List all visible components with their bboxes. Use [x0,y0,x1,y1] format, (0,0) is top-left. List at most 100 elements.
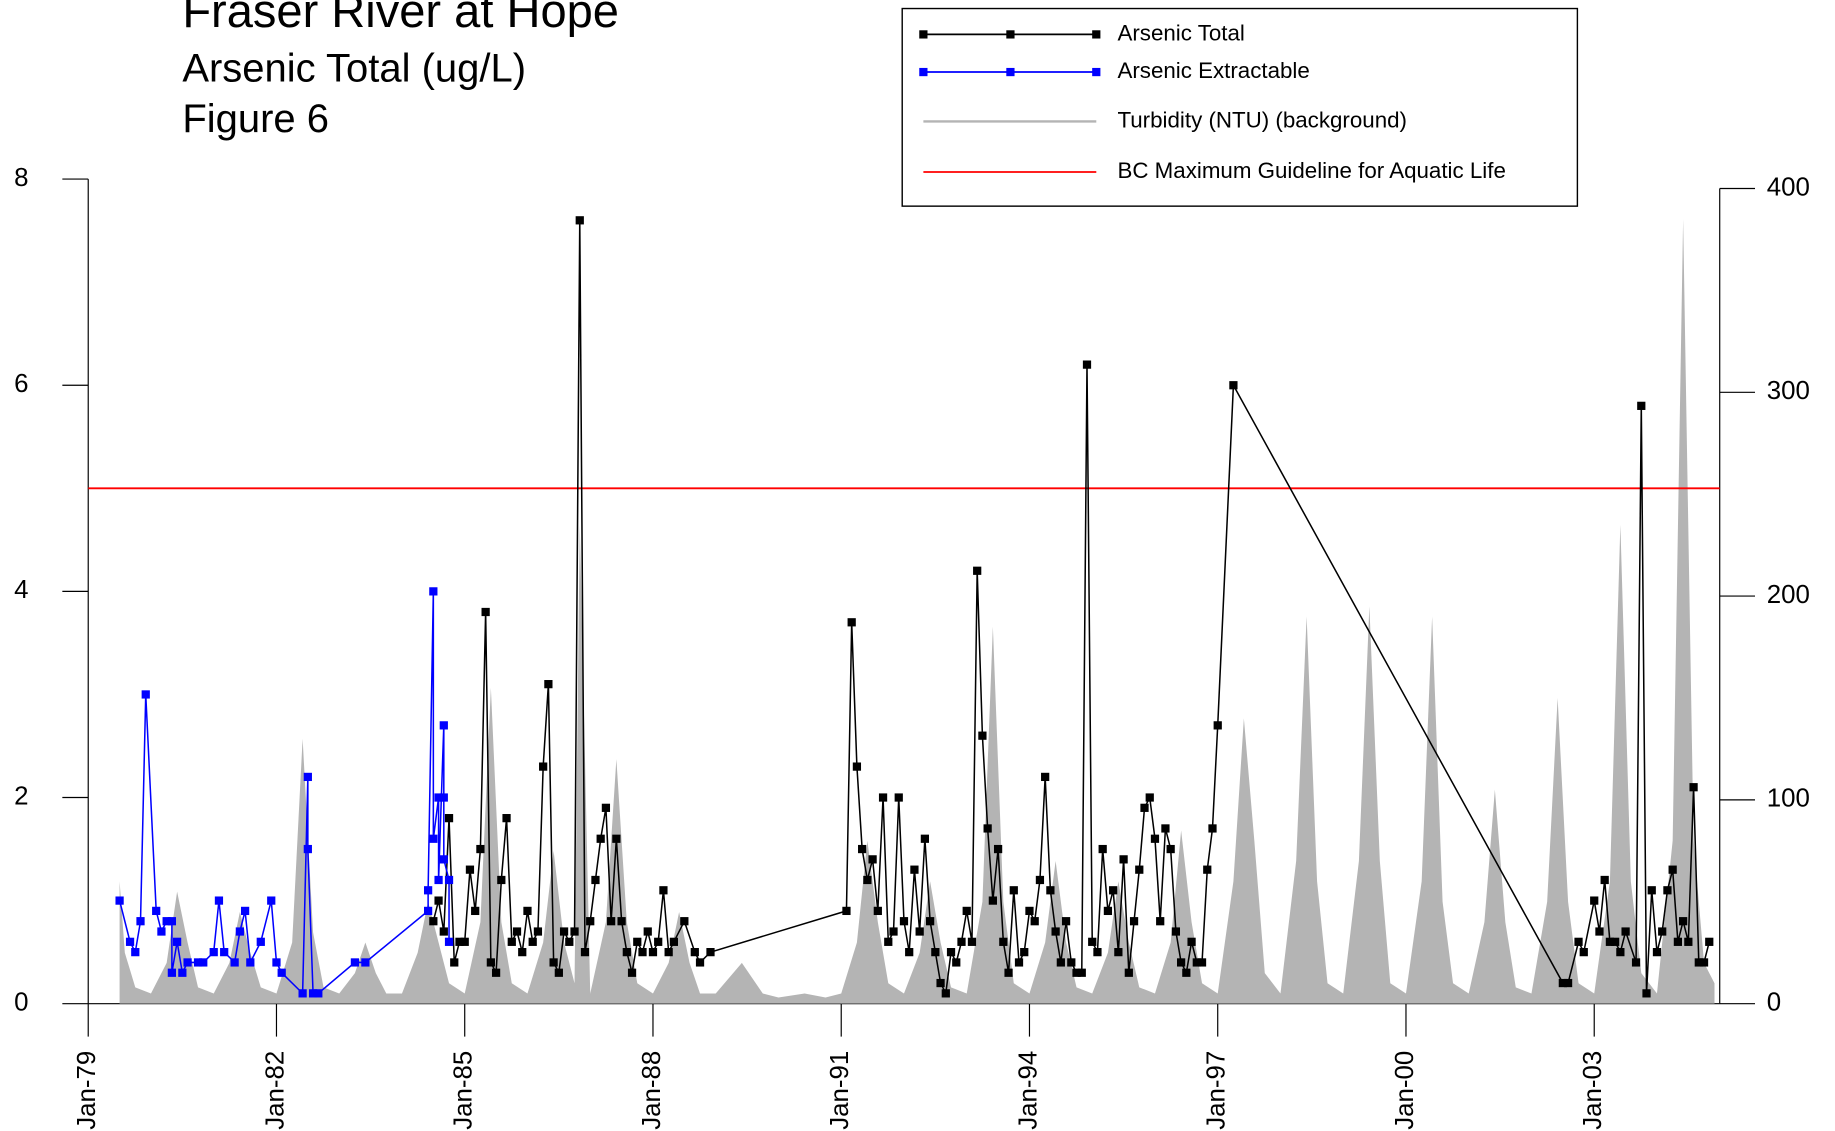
series-marker [1088,937,1097,946]
series-marker [596,834,605,843]
legend-marker [1006,67,1015,77]
x-tick-label: Jan-79 [73,1051,101,1130]
series-marker [999,937,1008,946]
series-marker [1150,834,1160,843]
series-marker [1616,948,1625,957]
series-marker [1145,793,1154,802]
series-marker [1579,948,1588,957]
series-marker [669,937,679,946]
series-marker [272,958,281,967]
series-marker [591,875,600,885]
series-marker [183,958,192,967]
series-marker [988,896,997,905]
series-marker [131,948,140,957]
series-marker [429,917,438,926]
y-tick-label: 4 [14,576,28,604]
series-marker [1161,824,1170,833]
series-marker [664,948,673,957]
series-marker [491,968,501,977]
series-marker [863,875,872,885]
x-tick-label: Jan-97 [1203,1051,1231,1130]
series-marker [246,958,255,967]
series-marker [240,906,250,916]
series-marker [1673,937,1683,946]
series-marker [889,927,898,936]
series-marker [852,762,862,771]
series-marker [136,917,145,926]
series-marker [523,906,532,916]
series-marker [1103,906,1113,916]
x-tick-label: Jan-00 [1391,1051,1419,1130]
series-marker [926,917,935,926]
series-marker [518,948,527,957]
series-marker [455,937,464,946]
series-marker [1192,958,1201,967]
series-marker [465,865,475,874]
series-marker [303,772,312,782]
series-marker [1114,948,1123,957]
series-marker [439,721,448,730]
series-marker [1098,844,1107,854]
series-marker [1652,948,1662,957]
series-marker [1072,968,1081,977]
series-marker [1611,937,1620,946]
series-marker [1668,865,1677,874]
legend-box [901,7,1579,207]
series-marker [894,793,903,802]
legend-entry: BC Maximum Guideline for Aquatic Life [923,158,1506,183]
series-marker [1004,968,1013,977]
series-marker [936,978,945,988]
y2-tick-label: 0 [1767,988,1781,1016]
series-marker [1020,948,1029,957]
series-marker [962,906,971,916]
legend-entry: Turbidity (NTU) (background) [923,107,1407,132]
series-marker [1025,906,1034,916]
series-marker [1558,978,1567,988]
x-tick-label: Jan-88 [638,1051,666,1130]
series-marker [444,875,454,885]
series-marker [633,937,642,946]
series-marker [847,618,856,627]
series-marker [1187,937,1196,946]
series-marker [209,948,218,957]
series-marker [622,948,631,957]
series-marker [512,927,522,936]
series-marker [612,834,621,843]
series-marker [1208,824,1217,833]
series-marker [481,607,490,617]
series-marker [439,855,448,864]
y2-tick-label: 300 [1767,377,1810,405]
series-marker [1067,958,1076,967]
series-marker [1213,721,1222,730]
x-tick-label: Jan-91 [826,1051,854,1130]
series-marker [1041,772,1050,782]
series-marker [450,958,459,967]
series-marker [1642,989,1651,998]
series-marker [878,793,888,802]
series-marker [905,948,914,957]
legend-marker [919,30,928,39]
series-marker [444,814,454,823]
series-marker [230,958,239,967]
series-marker [1182,968,1191,977]
series-marker [920,834,930,843]
series-marker [1051,927,1060,936]
x-tick-label: Jan-82 [261,1051,289,1130]
series-marker [643,927,652,936]
series-marker [533,927,543,936]
series-marker [967,937,977,946]
turbidity-area [119,219,1715,1004]
series-line [432,220,1711,996]
series-marker [910,865,919,874]
series-marker [1056,958,1065,967]
legend-marker [1092,30,1101,39]
series-marker [1082,360,1092,369]
series-marker [1574,937,1583,946]
series-marker [1009,886,1018,895]
series-marker [1694,958,1703,967]
y2-tick-label: 200 [1767,581,1810,609]
legend-label: Arsenic Total [1117,20,1244,45]
legend-label: BC Maximum Guideline for Aquatic Life [1117,158,1505,183]
